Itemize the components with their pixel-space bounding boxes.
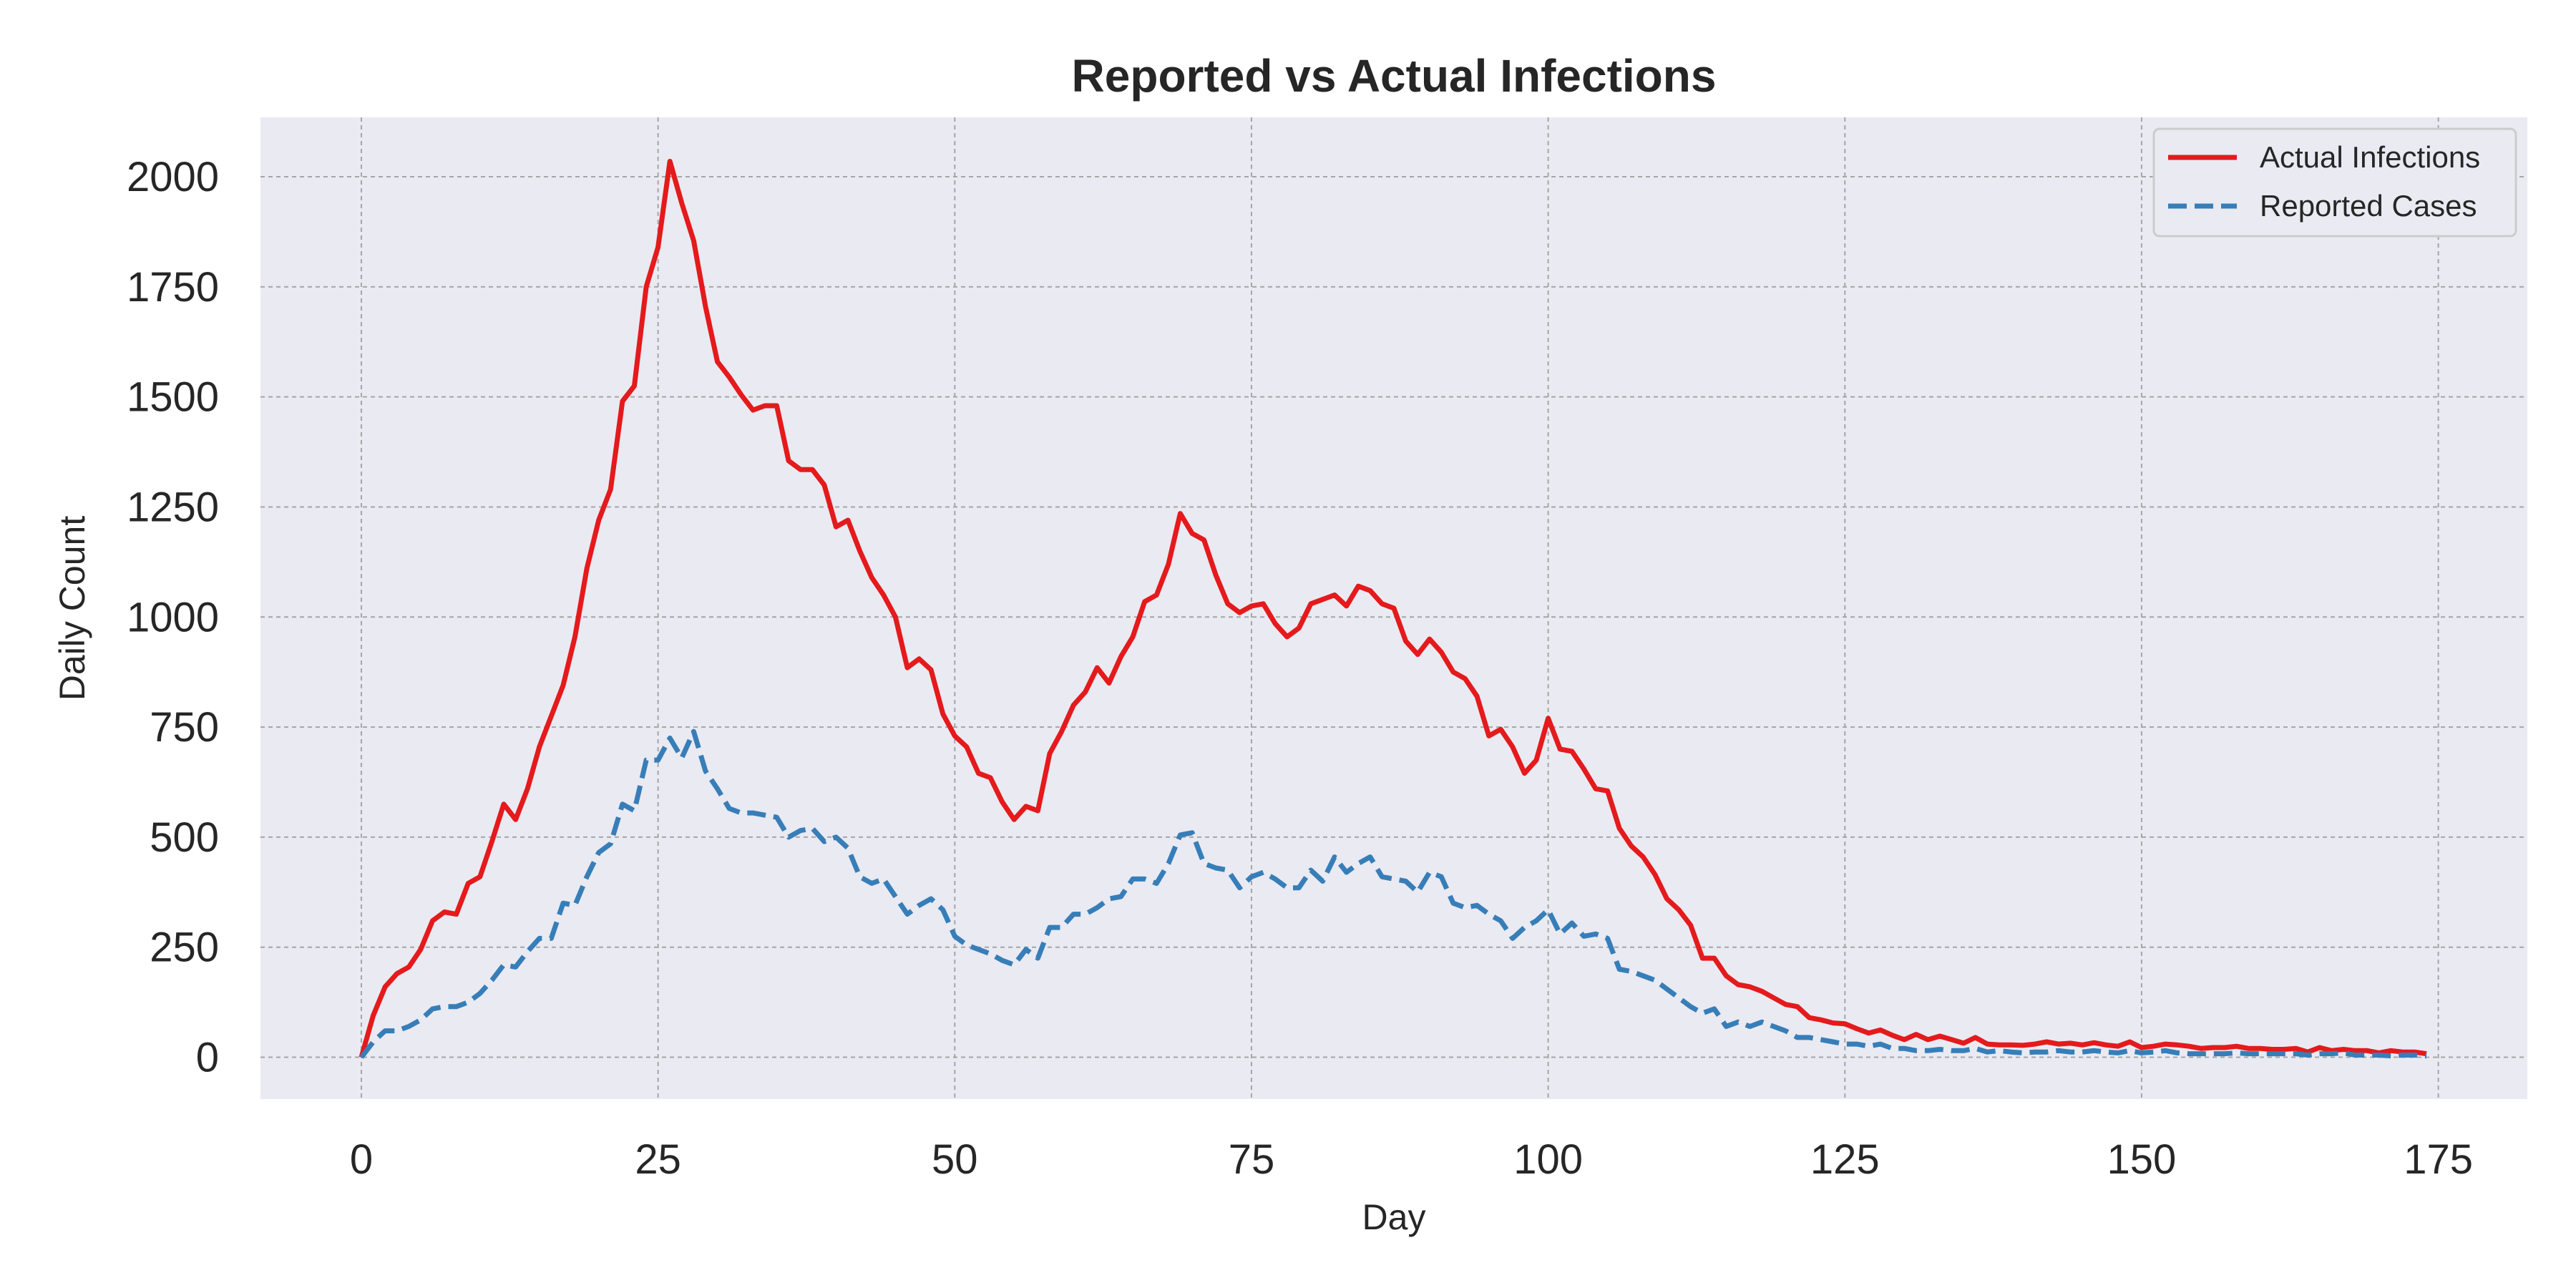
y-tick-label: 0 <box>196 1035 219 1081</box>
y-tick-label: 250 <box>150 924 219 971</box>
x-tick-label: 125 <box>1810 1136 1880 1183</box>
y-axis-ticks: 0 250 500 750 1000 1250 1500 1750 2000 <box>127 154 219 1080</box>
y-tick-label: 750 <box>150 704 219 751</box>
legend-label-reported-cases: Reported Cases <box>2260 189 2477 223</box>
x-tick-label: 150 <box>2107 1136 2177 1183</box>
y-tick-label: 1750 <box>127 264 219 311</box>
chart-title: Reported vs Actual Infections <box>1072 50 1717 102</box>
x-tick-label: 0 <box>350 1136 373 1183</box>
x-axis-label: Day <box>1362 1197 1426 1237</box>
x-tick-label: 175 <box>2404 1136 2473 1183</box>
legend: Actual Infections Reported Cases <box>2152 127 2517 238</box>
y-tick-label: 500 <box>150 814 219 861</box>
x-tick-label: 50 <box>932 1136 978 1183</box>
x-tick-label: 75 <box>1229 1136 1275 1183</box>
y-tick-label: 1250 <box>127 484 219 530</box>
y-axis-label: Daily Count <box>52 516 92 701</box>
series-layer <box>358 159 2427 1059</box>
series-line-actual-infections <box>358 159 2427 1058</box>
y-tick-label: 1500 <box>127 374 219 421</box>
x-tick-label: 25 <box>635 1136 681 1183</box>
series-line-reported-cases <box>359 728 2427 1059</box>
legend-box <box>2152 127 2517 238</box>
y-tick-label: 2000 <box>127 154 219 200</box>
legend-label-actual-infections: Actual Infections <box>2260 140 2480 174</box>
y-tick-label: 1000 <box>127 594 219 640</box>
x-axis-ticks: 0 25 50 75 100 125 150 175 <box>350 1136 2473 1183</box>
x-tick-label: 100 <box>1513 1136 1583 1183</box>
grid-lines <box>260 117 2527 1099</box>
